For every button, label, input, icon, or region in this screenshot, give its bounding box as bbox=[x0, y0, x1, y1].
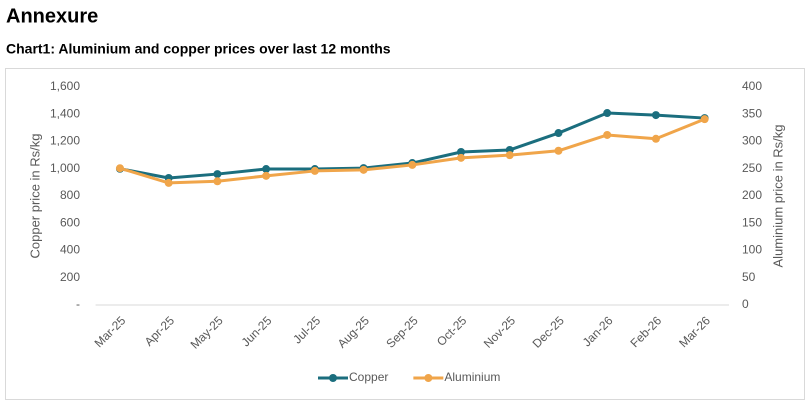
series-marker bbox=[554, 129, 563, 138]
x-tick-label: Jul-25 bbox=[290, 313, 323, 346]
x-tick-label: Jan-26 bbox=[580, 313, 616, 349]
y-tick-label: 800 bbox=[60, 188, 80, 202]
y2-tick-label: 300 bbox=[742, 134, 762, 148]
series-marker bbox=[651, 134, 660, 143]
y-tick-label: 200 bbox=[60, 270, 80, 284]
series-marker bbox=[213, 170, 222, 179]
series-marker bbox=[457, 153, 466, 162]
x-tick-label: Oct-25 bbox=[434, 313, 470, 349]
series-marker bbox=[700, 115, 709, 124]
series-marker bbox=[505, 151, 514, 160]
x-tick-label: Apr-25 bbox=[142, 313, 178, 349]
chart-frame bbox=[5, 68, 805, 400]
y-tick-label: 600 bbox=[60, 215, 80, 229]
y2-axis-title: Aluminium price in Rs/kg bbox=[770, 124, 785, 267]
y-tick-label: - bbox=[76, 297, 80, 311]
y-tick-label: 400 bbox=[60, 243, 80, 257]
series-marker bbox=[359, 165, 368, 174]
y-tick-label: 1,400 bbox=[50, 106, 80, 120]
x-tick-label: Feb-26 bbox=[627, 313, 664, 350]
x-tick-label: Mar-25 bbox=[92, 313, 129, 350]
y-axis-title: Copper price in Rs/kg bbox=[27, 134, 42, 259]
y2-tick-label: 150 bbox=[742, 215, 762, 229]
y2-tick-label: 50 bbox=[742, 270, 756, 284]
legend-label: Aluminium bbox=[444, 370, 500, 384]
x-tick-label: Mar-26 bbox=[676, 313, 713, 350]
legend-label: Copper bbox=[349, 370, 388, 384]
y-tick-label: 1,600 bbox=[50, 79, 80, 93]
y2-tick-label: 100 bbox=[742, 243, 762, 257]
page-title: Annexure bbox=[6, 5, 98, 27]
x-tick-label: Aug-25 bbox=[335, 313, 372, 350]
y-tick-label: 1,200 bbox=[50, 134, 80, 148]
series-marker bbox=[262, 165, 271, 174]
series-marker bbox=[408, 160, 417, 169]
series-marker bbox=[310, 166, 319, 175]
series-marker bbox=[213, 177, 222, 186]
y2-tick-label: 200 bbox=[742, 188, 762, 202]
x-tick-label: Jun-25 bbox=[239, 313, 275, 349]
series-marker bbox=[651, 111, 660, 120]
y2-tick-label: 0 bbox=[742, 297, 749, 311]
series-marker bbox=[603, 130, 612, 139]
series-marker bbox=[554, 146, 563, 155]
series-marker bbox=[164, 178, 173, 187]
series-marker bbox=[603, 109, 612, 118]
chart-title: Chart1: Aluminium and copper prices over… bbox=[6, 41, 391, 57]
series-marker bbox=[457, 147, 466, 156]
x-tick-label: Nov-25 bbox=[481, 313, 518, 350]
y2-tick-label: 400 bbox=[742, 79, 762, 93]
y2-tick-label: 250 bbox=[742, 161, 762, 175]
x-tick-label: Dec-25 bbox=[530, 313, 567, 350]
x-tick-label: Sep-25 bbox=[383, 313, 420, 350]
y2-tick-label: 350 bbox=[742, 106, 762, 120]
series-marker bbox=[115, 164, 124, 173]
y-tick-label: 1,000 bbox=[50, 161, 80, 175]
series-marker bbox=[262, 171, 271, 180]
legend-marker bbox=[329, 374, 337, 382]
x-tick-label: May-25 bbox=[188, 313, 226, 351]
legend-marker bbox=[424, 374, 433, 382]
